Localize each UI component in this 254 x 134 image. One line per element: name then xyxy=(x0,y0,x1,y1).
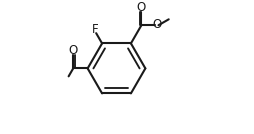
Text: O: O xyxy=(69,44,78,57)
Text: F: F xyxy=(92,23,99,36)
Text: O: O xyxy=(137,1,146,14)
Text: O: O xyxy=(153,18,162,31)
